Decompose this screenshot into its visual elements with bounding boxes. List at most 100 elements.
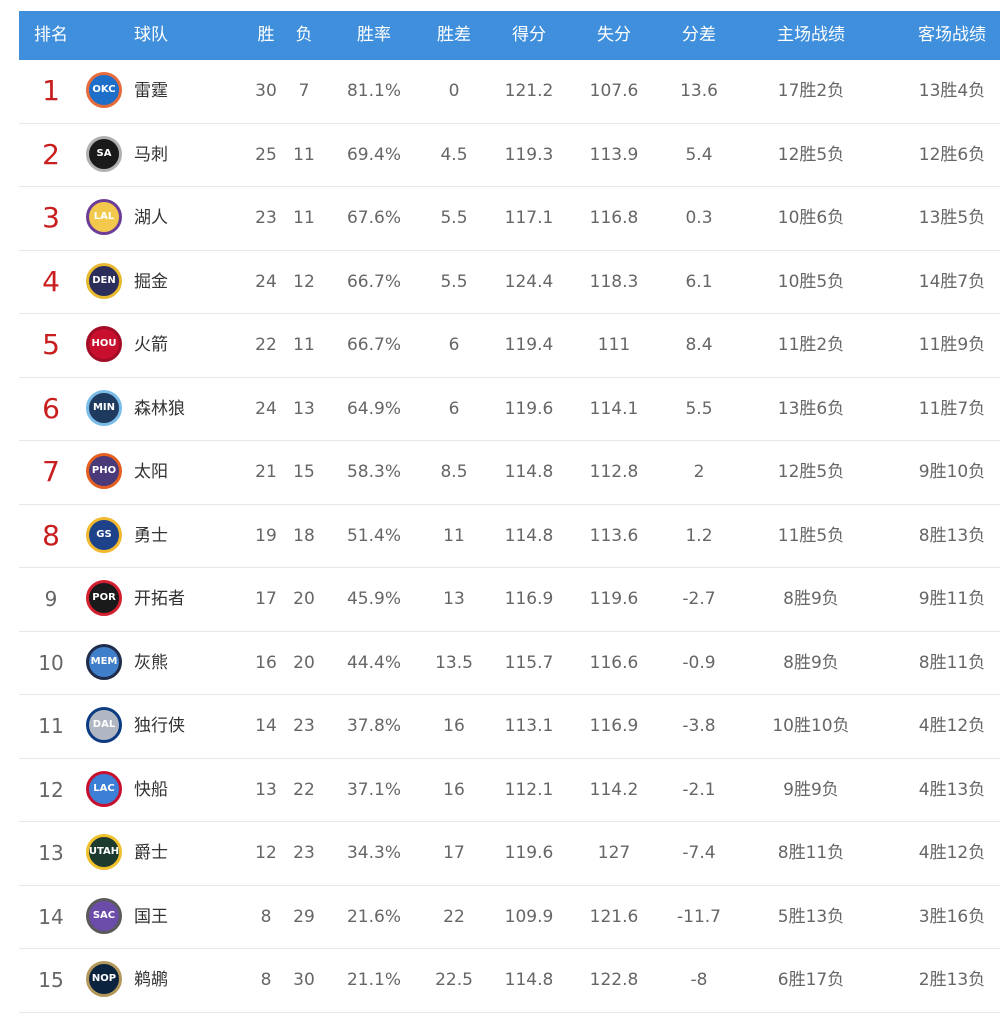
win-pct-cell: 67.6% <box>346 208 401 228</box>
away-record-cell: 2胜13负 <box>918 970 986 990</box>
team-logo-icon: GS <box>86 516 122 553</box>
games-behind-cell: 5.5 <box>440 208 468 228</box>
team-name: 灰熊 <box>134 652 168 673</box>
header-wins: 胜 <box>257 25 275 45</box>
losses-cell: 15 <box>293 462 315 482</box>
games-behind-cell: 5.5 <box>440 271 468 292</box>
team-logo-icon: PHO <box>86 453 122 489</box>
header-home-record: 主场战绩 <box>777 25 845 45</box>
home-record-cell: 10胜10负 <box>772 716 850 736</box>
away-record-cell: 13胜4负 <box>918 81 986 101</box>
table-row[interactable]: 4 掘金 24 12 66.7% 5.5 124.4 118.3 6.1 10胜5负 14胜7负 DE… <box>19 251 1000 314</box>
team-name: 独行侠 <box>134 716 185 736</box>
points-against-cell: 116.9 <box>589 716 639 736</box>
home-record-cell: 8胜11负 <box>777 843 845 863</box>
wins-cell: 23 <box>255 208 277 228</box>
win-pct-cell: 66.7% <box>346 271 401 292</box>
home-record-cell: 11胜2负 <box>777 335 845 355</box>
win-pct-cell: 37.8% <box>346 716 401 736</box>
point-diff-cell: -8 <box>690 970 708 990</box>
rank-cell: 6 <box>42 391 60 425</box>
table-row[interactable]: 1 雷霆 30 7 81.1% 0 121.2 107.6 13.6 17胜2负 13胜4负 OKC <box>19 60 1000 124</box>
team-name: 快船 <box>134 779 168 800</box>
table-row[interactable]: 11 独行侠 14 23 37.8% 16 113.1 116.9 -3.8 10胜10负 4胜12… <box>19 695 1000 759</box>
home-record-cell: 10胜6负 <box>777 208 845 228</box>
points-against-cell: 111 <box>597 335 631 355</box>
points-for-cell: 114.8 <box>504 462 554 482</box>
table-row[interactable]: 12 快船 13 22 37.1% 16 112.1 114.2 -2.1 9胜9负 4胜13负 LA… <box>19 759 1000 822</box>
away-record-cell: 4胜13负 <box>918 779 986 800</box>
header-points-for: 得分 <box>512 25 546 45</box>
games-behind-cell: 13 <box>443 589 465 609</box>
points-for-cell: 109.9 <box>504 906 554 927</box>
table-row[interactable]: 6 森林狼 24 13 64.9% 6 119.6 114.1 5.5 13胜6负 11胜7负 MIN <box>19 378 1000 441</box>
points-for-cell: 112.1 <box>504 779 554 800</box>
rank-cell: 12 <box>38 777 64 802</box>
rank-cell: 15 <box>38 968 64 992</box>
home-record-cell: 12胜5负 <box>777 462 845 482</box>
table-row[interactable]: 13 爵士 12 23 34.3% 17 119.6 127 -7.4 8胜11负 4胜12负 UTA… <box>19 822 1000 886</box>
rank-cell: 5 <box>42 328 60 361</box>
points-for-cell: 116.9 <box>504 589 554 609</box>
rank-cell: 4 <box>42 264 60 298</box>
point-diff-cell: -0.9 <box>682 652 716 673</box>
team-name: 国王 <box>134 906 168 927</box>
losses-cell: 23 <box>293 843 315 863</box>
rank-cell: 10 <box>38 650 64 675</box>
team-name: 雷霆 <box>134 81 168 101</box>
wins-cell: 25 <box>255 144 277 165</box>
points-against-cell: 113.6 <box>589 525 639 546</box>
losses-cell: 11 <box>293 144 315 165</box>
win-pct-cell: 21.1% <box>346 970 401 990</box>
home-record-cell: 11胜5负 <box>777 525 845 546</box>
points-for-cell: 121.2 <box>504 81 554 101</box>
rank-cell: 9 <box>44 587 58 611</box>
rank-cell: 13 <box>38 841 64 865</box>
games-behind-cell: 4.5 <box>440 144 468 165</box>
points-against-cell: 114.2 <box>589 779 639 800</box>
win-pct-cell: 45.9% <box>346 589 401 609</box>
games-behind-cell: 22 <box>443 906 465 927</box>
point-diff-cell: -11.7 <box>677 906 721 927</box>
losses-cell: 20 <box>293 652 315 673</box>
wins-cell: 30 <box>255 81 277 101</box>
team-logo-icon: UTAH <box>86 834 122 870</box>
home-record-cell: 8胜9负 <box>783 589 839 609</box>
team-logo-icon: SAC <box>86 897 122 934</box>
rank-cell: 11 <box>38 714 64 738</box>
team-name: 掘金 <box>134 271 168 292</box>
points-against-cell: 112.8 <box>589 462 639 482</box>
rank-cell: 2 <box>42 137 60 171</box>
team-name: 森林狼 <box>134 398 185 419</box>
points-for-cell: 119.6 <box>504 843 554 863</box>
losses-cell: 30 <box>293 970 315 990</box>
point-diff-cell: 5.4 <box>685 144 713 165</box>
wins-cell: 22 <box>255 335 277 355</box>
table-row[interactable]: 3 湖人 23 11 67.6% 5.5 117.1 116.8 0.3 10胜6负 13胜5负 LA… <box>19 187 1000 251</box>
win-pct-cell: 44.4% <box>346 652 401 673</box>
table-row[interactable]: 7 太阳 21 15 58.3% 8.5 114.8 112.8 2 12胜5负 9胜10负 PHO <box>19 441 1000 505</box>
header-rank: 排名 <box>34 25 68 45</box>
wins-cell: 19 <box>255 525 277 546</box>
losses-cell: 22 <box>293 779 315 800</box>
away-record-cell: 13胜5负 <box>918 208 986 228</box>
table-row[interactable]: 5 火箭 22 11 66.7% 6 119.4 111 8.4 11胜2负 11胜9负 HOU <box>19 314 1000 378</box>
table-row[interactable]: 14 国王 8 29 21.6% 22 109.9 121.6 -11.7 5胜13负 3胜16负 S… <box>19 886 1000 949</box>
team-name: 鹈鹕 <box>134 970 168 990</box>
points-for-cell: 115.7 <box>504 652 554 673</box>
table-row[interactable]: 15 鹈鹕 8 30 21.1% 22.5 114.8 122.8 -8 6胜17负 2胜13负 NO… <box>19 949 1000 1013</box>
games-behind-cell: 0 <box>448 81 460 101</box>
team-name: 勇士 <box>134 525 168 546</box>
wins-cell: 16 <box>255 652 277 673</box>
table-row[interactable]: 8 勇士 19 18 51.4% 11 114.8 113.6 1.2 11胜5负 8胜13负 GS <box>19 505 1000 568</box>
team-logo-icon: SA <box>86 135 122 172</box>
points-against-cell: 121.6 <box>589 906 639 927</box>
win-pct-cell: 34.3% <box>346 843 401 863</box>
team-logo-icon: LAC <box>86 770 122 807</box>
points-against-cell: 119.6 <box>589 589 639 609</box>
point-diff-cell: -7.4 <box>682 843 716 863</box>
table-row[interactable]: 9 开拓者 17 20 45.9% 13 116.9 119.6 -2.7 8胜9负 9胜11负 PO… <box>19 568 1000 632</box>
table-row[interactable]: 10 灰熊 16 20 44.4% 13.5 115.7 116.6 -0.9 8胜9负 8胜11负… <box>19 632 1000 695</box>
table-row[interactable]: 2 马刺 25 11 69.4% 4.5 119.3 113.9 5.4 12胜5负 12胜6负 SA <box>19 124 1000 187</box>
standings-table: 排名 球队 胜 负 胜率 胜差 得分 失分 分差 主场战绩 客场战绩 1 雷霆 30… <box>19 11 1000 1013</box>
